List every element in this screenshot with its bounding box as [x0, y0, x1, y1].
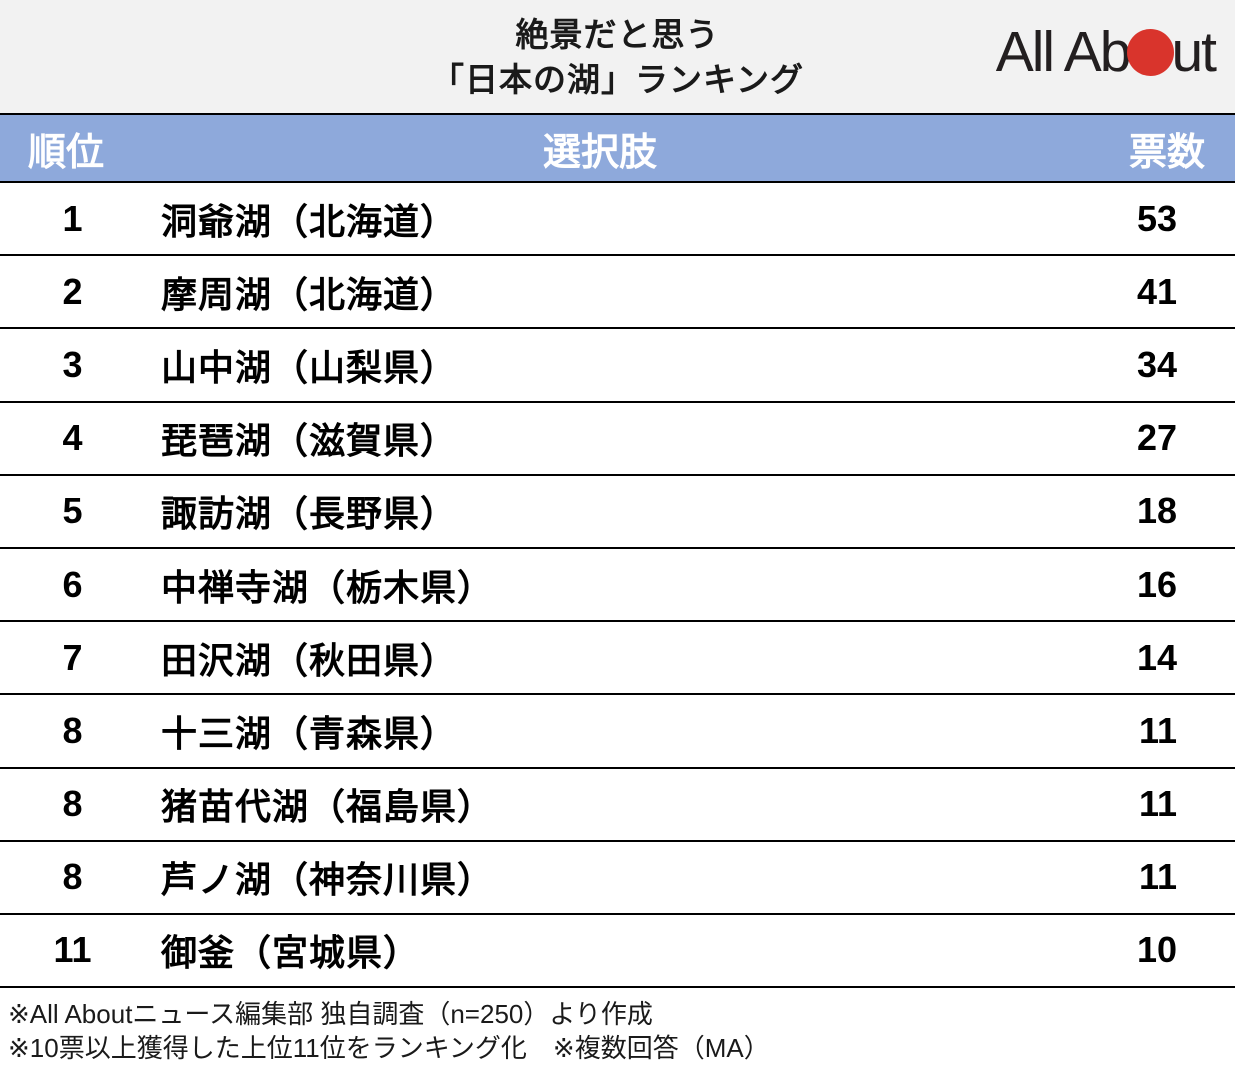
table-row: 1 洞爺湖（北海道） 53	[0, 183, 1235, 257]
allabout-logo: All Ab ut	[995, 14, 1217, 90]
lake-cell: 十三湖（青森県）	[161, 712, 458, 754]
votes-cell: 16	[1136, 563, 1177, 605]
lake-cell: 中禅寺湖（栃木県）	[161, 566, 495, 608]
column-header-votes: 票数	[1128, 131, 1205, 174]
rank-cell: 8	[62, 856, 83, 898]
lake-cell: 芦ノ湖（神奈川県）	[161, 859, 495, 901]
lake-cell: 山中湖（山梨県）	[161, 346, 458, 388]
lake-cell: 御釜（宮城県）	[161, 932, 421, 974]
allabout-logo-text-left: All Ab	[995, 20, 1132, 84]
rank-cell: 6	[62, 563, 83, 605]
votes-cell: 27	[1136, 417, 1177, 459]
lake-cell: 諏訪湖（長野県）	[161, 493, 458, 535]
page-title: 絶景だと思う 「日本の湖」ランキング	[0, 12, 1235, 102]
rank-cell: 8	[62, 783, 83, 825]
ranking-table: 順位 選択肢 票数 1 洞爺湖（北海道） 53 2 摩周湖（北海道） 41 3 …	[0, 113, 1235, 989]
votes-cell: 53	[1136, 197, 1177, 239]
rank-cell: 7	[62, 636, 83, 678]
footnotes: ※All Aboutニュース編集部 独自調査（n=250）より作成 ※10票以上…	[0, 988, 1235, 1065]
votes-cell: 10	[1136, 929, 1177, 971]
table-row: 7 田沢湖（秋田県） 14	[0, 622, 1235, 696]
allabout-logo-text-right: ut	[1171, 20, 1217, 84]
table-row: 2 摩周湖（北海道） 41	[0, 256, 1235, 330]
votes-cell: 41	[1136, 270, 1177, 312]
table-row: 3 山中湖（山梨県） 34	[0, 329, 1235, 403]
rank-cell: 3	[62, 343, 83, 385]
table-row: 4 琵琶湖（滋賀県） 27	[0, 402, 1235, 476]
lake-cell: 猪苗代湖（福島県）	[161, 786, 495, 828]
lake-cell: 洞爺湖（北海道）	[161, 200, 458, 242]
rank-cell: 4	[62, 417, 83, 459]
table-row: 8 十三湖（青森県） 11	[0, 695, 1235, 769]
footnote-line1: ※All Aboutニュース編集部 独自調査（n=250）より作成	[8, 999, 653, 1030]
page-title-line1: 絶景だと思う	[515, 16, 720, 53]
page-title-line2: 「日本の湖」ランキング	[430, 61, 804, 98]
votes-cell: 11	[1138, 783, 1177, 825]
table-row: 8 芦ノ湖（神奈川県） 11	[0, 841, 1235, 915]
column-header-rank: 順位	[28, 131, 105, 174]
column-header-choice: 選択肢	[542, 131, 657, 174]
table-row: 6 中禅寺湖（栃木県） 16	[0, 548, 1235, 623]
logo-red-dot-icon	[1127, 29, 1175, 76]
title-band: 絶景だと思う 「日本の湖」ランキング All Ab ut	[0, 0, 1235, 113]
table-header-row: 順位 選択肢 票数	[0, 113, 1235, 183]
lake-cell: 摩周湖（北海道）	[161, 273, 458, 315]
table-row: 5 諏訪湖（長野県） 18	[0, 475, 1235, 549]
votes-cell: 11	[1138, 709, 1177, 751]
votes-cell: 11	[1138, 856, 1177, 898]
votes-cell: 18	[1136, 490, 1177, 532]
footnote-line2: ※10票以上獲得した上位11位をランキング化 ※複数回答（MA）	[8, 1033, 770, 1064]
votes-cell: 34	[1136, 343, 1177, 385]
table-row: 11 御釜（宮城県） 10	[0, 914, 1235, 989]
lake-cell: 琵琶湖（滋賀県）	[161, 420, 458, 462]
lake-cell: 田沢湖（秋田県）	[161, 639, 458, 681]
rank-cell: 2	[62, 270, 83, 312]
votes-cell: 14	[1136, 636, 1177, 678]
rank-cell: 1	[62, 197, 83, 239]
rank-cell: 11	[53, 929, 92, 971]
rank-cell: 8	[62, 709, 83, 751]
table-body: 1 洞爺湖（北海道） 53 2 摩周湖（北海道） 41 3 山中湖（山梨県） 3…	[0, 183, 1235, 989]
rank-cell: 5	[62, 490, 83, 532]
table-row: 8 猪苗代湖（福島県） 11	[0, 768, 1235, 842]
